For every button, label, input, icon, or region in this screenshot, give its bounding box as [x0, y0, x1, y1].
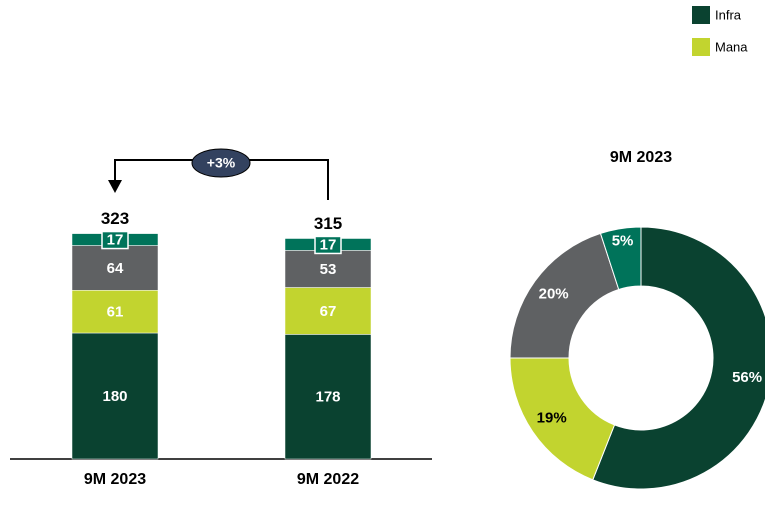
donut-slice [509, 232, 620, 359]
data-label: 17 [320, 236, 337, 253]
label-box [101, 230, 129, 250]
bar-segment [71, 332, 159, 460]
total-label: 323 [101, 209, 129, 228]
annotation-badge [191, 148, 251, 178]
legend-label: Mana [715, 39, 748, 54]
slice-label: 19% [537, 410, 567, 427]
slice-label: 5% [612, 232, 634, 249]
donut-title: 9M 2023 [610, 149, 672, 166]
data-label: 61 [107, 304, 124, 321]
data-label: 64 [107, 260, 124, 277]
x-tick-label: 9M 2022 [297, 471, 359, 488]
slice-label: 20% [539, 285, 569, 302]
data-label: 178 [315, 389, 340, 406]
bar-segment [284, 287, 372, 335]
data-label: 180 [102, 388, 127, 405]
data-label: 53 [320, 261, 337, 278]
donut-slice [592, 226, 765, 490]
legend-swatch [692, 6, 710, 24]
bar-segment [284, 334, 372, 460]
arrow-head [108, 180, 122, 193]
data-label: 67 [320, 303, 337, 320]
annotation: +3% [207, 155, 236, 171]
label-box [314, 235, 342, 255]
legend-swatch [692, 38, 710, 56]
total-label: 315 [314, 214, 342, 233]
slice-label: 56% [732, 369, 762, 386]
x-tick-label: 9M 2023 [84, 471, 146, 488]
data-label: 17 [107, 232, 124, 249]
bar-segment [284, 250, 372, 288]
legend-label: Infra [715, 7, 742, 22]
donut-slice [599, 226, 642, 291]
bar-segment [71, 290, 159, 334]
